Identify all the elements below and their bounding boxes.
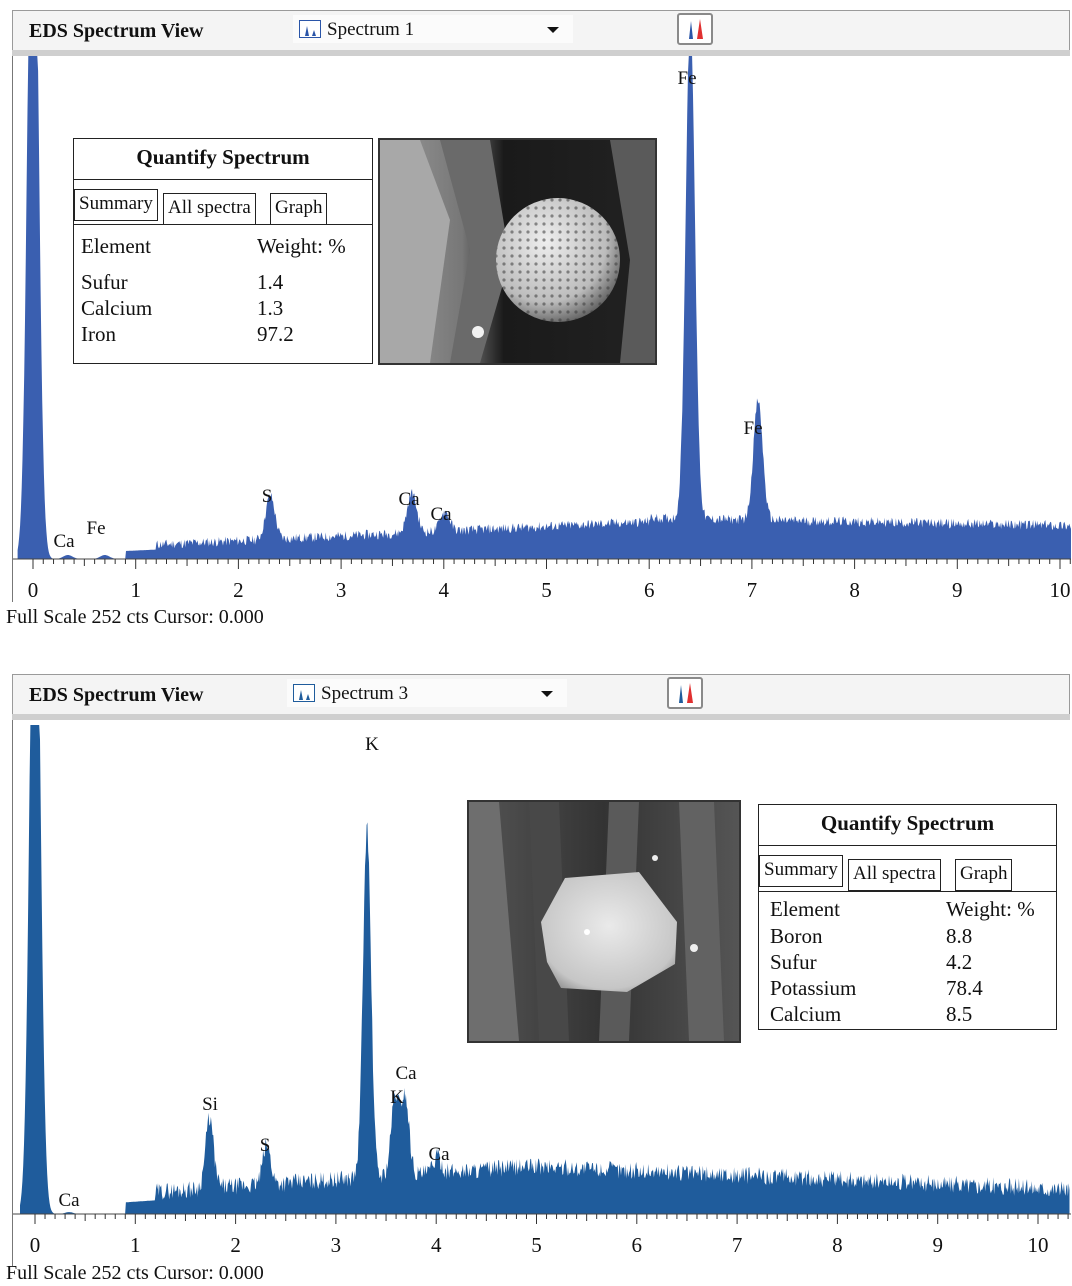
status-footer: Full Scale 252 cts Cursor: 0.000 [6,606,264,628]
quantify-spectrum-box: Quantify Spectrum Summary All spectra Gr… [73,138,373,364]
peak-label: Ca [58,1190,80,1211]
toolbar: EDS Spectrum View Spectrum 3 [12,674,1070,714]
sem-micrograph-sphere [378,138,657,365]
chevron-down-icon[interactable] [541,691,553,697]
row-element: Sufur [81,270,128,294]
spectrum-selector[interactable]: Spectrum 1 [293,15,573,43]
tab-graph[interactable]: Graph [270,193,328,225]
toolbar: EDS Spectrum View Spectrum 1 [12,10,1070,50]
x-tick-label: 10 [1050,578,1071,602]
row-weight: 1.4 [257,270,284,294]
peak-label: Fe [678,68,697,89]
x-tick-label: 9 [952,578,963,602]
x-tick-label: 5 [531,1233,542,1257]
spectrum-compare-button[interactable] [677,13,713,45]
tab-summary[interactable]: Summary [759,855,843,887]
row-weight: 97.2 [257,322,294,346]
peak-label: Ca [428,1144,450,1165]
x-tick-label: 3 [331,1233,342,1257]
toolbar-divider [12,714,1070,720]
tab-summary[interactable]: Summary [74,189,158,221]
eds-panel-2: EDS Spectrum View Spectrum 3 0 1 2 3 4 5 6 7 8 9 1… [0,670,1072,1286]
row-element: Calcium [81,296,153,320]
row-element: Sufur [770,950,817,974]
row-element: Calcium [770,1002,842,1026]
x-tick-label: 2 [233,578,244,602]
x-tick-label: 1 [130,1233,141,1257]
x-tick-label: 9 [932,1233,943,1257]
header-element: Element [81,234,151,258]
header-element: Element [770,897,840,921]
x-tick-label: 10 [1028,1233,1049,1257]
row-weight: 4.2 [946,950,973,974]
row-weight: 78.4 [946,976,983,1000]
row-element: Iron [81,322,116,346]
eds-panel-1: EDS Spectrum View Spectrum 1 0 1 2 3 4 5 6 7 8 9 1… [0,0,1072,640]
x-tick-label: 7 [732,1233,743,1257]
tab-all-spectra[interactable]: All spectra [163,193,256,225]
peak-label: K [390,1087,404,1108]
sem-micrograph-crystal [467,800,741,1043]
x-tick-label: 0 [28,578,39,602]
peak-label: Fe [87,518,106,539]
spectrum-chart-2: 0 1 2 3 4 5 6 7 8 9 10 Ca Si S K Ca K Ca [13,725,1071,1257]
x-tick-label: 2 [230,1233,241,1257]
header-weight: Weight: % [946,897,1035,921]
status-footer: Full Scale 252 cts Cursor: 0.000 [6,1262,264,1284]
quantify-title-divider [759,845,1056,846]
header-weight: Weight: % [257,234,346,258]
x-tick-label: 4 [439,578,450,602]
spectrum-icon [299,20,321,38]
x-tick-label: 6 [644,578,655,602]
spectrum-plot-2[interactable]: 0 1 2 3 4 5 6 7 8 9 10 Ca Si S K Ca K Ca [12,720,1071,1266]
x-tick-label: 3 [336,578,347,602]
sphere-particle-image [380,140,655,363]
app-title: EDS Spectrum View [29,684,204,706]
app-title: EDS Spectrum View [29,20,204,42]
spectrum-compare-icon [683,19,707,39]
spectrum-selector-value: Spectrum 1 [327,19,415,40]
tab-all-spectra[interactable]: All spectra [848,859,941,891]
spectrum-selector-value: Spectrum 3 [321,683,409,704]
row-weight: 1.3 [257,296,284,320]
x-tick-label: 8 [849,578,860,602]
peak-label: Ca [430,504,452,525]
row-weight: 8.5 [946,1002,973,1026]
x-tick-label: 8 [832,1233,843,1257]
spectrum-chart-1: 0 1 2 3 4 5 6 7 8 9 10 Ca Fe S Ca Ca Fe Fe [13,56,1071,602]
toolbar-divider [12,50,1070,56]
peak-label: S [260,1135,271,1156]
tab-divider [759,891,1056,892]
peak-label: Si [202,1094,218,1115]
peak-label: K [365,734,379,755]
tab-graph[interactable]: Graph [955,859,1013,891]
spectrum-compare-button[interactable] [667,677,703,709]
peak-label: Ca [53,531,75,552]
spectrum-compare-icon [673,683,697,703]
row-weight: 8.8 [946,924,973,948]
quantify-spectrum-box: Quantify Spectrum Summary All spectra Gr… [758,804,1057,1030]
spectrum-plot-1[interactable]: 0 1 2 3 4 5 6 7 8 9 10 Ca Fe S Ca Ca Fe Fe [12,56,1071,602]
x-tick-label: 7 [747,578,758,602]
crystal-particle-image [469,802,739,1041]
tab-divider [74,224,372,225]
peak-label: Ca [395,1063,417,1084]
quantify-title: Quantify Spectrum [820,811,995,835]
quantify-title-divider [74,179,372,180]
peak-label: S [262,486,273,507]
x-tick-label: 0 [30,1233,41,1257]
x-tick-label: 6 [632,1233,643,1257]
quantify-title: Quantify Spectrum [136,145,310,169]
peak-label: Fe [744,418,763,439]
x-tick-label: 1 [130,578,141,602]
row-element: Potassium [770,976,857,1000]
spectrum-icon [293,684,315,702]
row-element: Boron [770,924,823,948]
peak-label: Ca [398,489,420,510]
x-tick-label: 5 [541,578,552,602]
x-tick-label: 4 [431,1233,442,1257]
chevron-down-icon[interactable] [547,27,559,33]
spectrum-selector[interactable]: Spectrum 3 [287,679,567,707]
